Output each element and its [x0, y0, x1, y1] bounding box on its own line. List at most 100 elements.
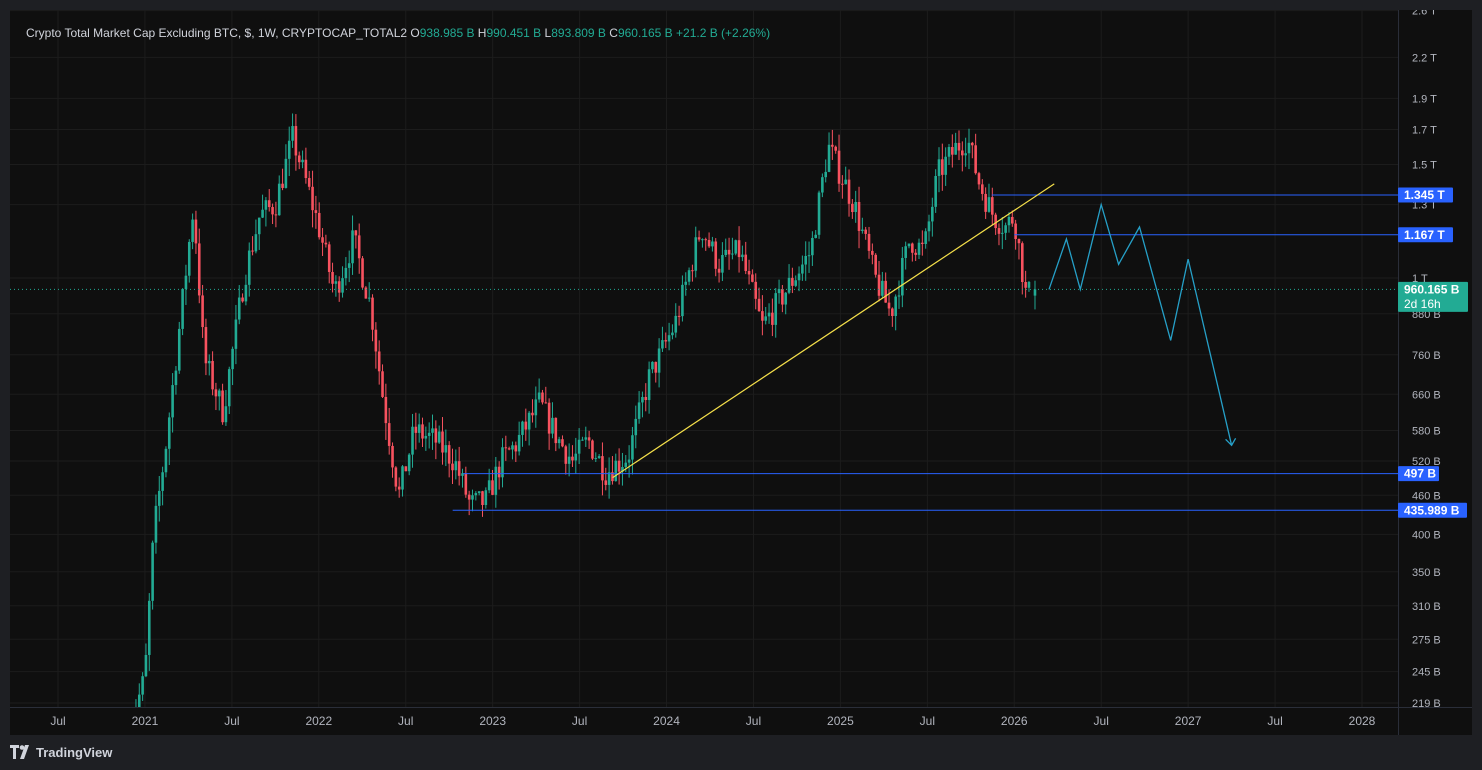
candle-body: [281, 183, 284, 188]
level-price-tag: 497 B: [1404, 467, 1436, 481]
level-price-tag: 435.989 B: [1404, 503, 1460, 517]
candle-body: [731, 253, 734, 255]
candle-body: [251, 250, 254, 252]
candle-body: [447, 445, 451, 464]
candle-body: [634, 418, 638, 436]
level-price-tag-bg: [1398, 187, 1453, 203]
candle-body: [324, 242, 328, 245]
candle-body: [371, 297, 374, 330]
candle-body: [684, 281, 688, 285]
candle-body: [681, 284, 684, 317]
legend-high-value: 990.451 B: [486, 26, 542, 40]
candle-body: [917, 242, 921, 255]
candle-body: [787, 277, 791, 293]
tradingview-branding[interactable]: TradingView: [10, 743, 112, 761]
candle-body: [741, 254, 744, 258]
candle-body: [171, 385, 174, 418]
candle-body: [547, 402, 551, 434]
candle-body: [491, 480, 494, 495]
price-axis-tick-label: 460 B: [1412, 490, 1441, 502]
time-axis-tick-label: 2024: [653, 714, 680, 728]
candle-body: [344, 267, 348, 279]
level-price-tag-bg: [1398, 502, 1467, 518]
candle-body: [137, 694, 141, 707]
candle-body: [334, 281, 338, 284]
candle-body: [511, 445, 514, 450]
candle-body: [341, 278, 344, 293]
grid-lines: [10, 10, 1398, 707]
candle-body: [314, 210, 318, 213]
time-axis-labels: Jul 2021 Jul 2022 Jul 2023 Jul 2024 Jul 2025 Jul 20…: [50, 714, 1375, 728]
time-axis-tick-label: 2023: [479, 714, 506, 728]
candle-body: [954, 142, 957, 155]
candle-body: [234, 319, 238, 349]
candle-body: [454, 461, 458, 471]
candle-body: [177, 328, 181, 371]
candle-body: [194, 219, 198, 244]
time-axis-tick-label: Jul: [1094, 714, 1109, 728]
projection-path: [1048, 202, 1233, 446]
candle-body: [211, 360, 214, 390]
candle-body: [507, 448, 511, 450]
candle-body: [837, 150, 841, 184]
candle-body: [904, 246, 907, 258]
candle-body: [984, 193, 987, 212]
candle-body: [841, 183, 844, 185]
candle-body: [607, 472, 611, 485]
candle-body: [267, 200, 271, 208]
candle-body: [974, 145, 977, 174]
legend-open-value: 938.985 B: [419, 26, 475, 40]
time-axis-tick-label: 2021: [132, 714, 159, 728]
candle-body: [227, 369, 231, 407]
candle-body: [727, 249, 731, 255]
candle-body: [144, 654, 148, 677]
legend-low-label: L: [544, 26, 552, 40]
legend-open-label: O: [410, 26, 420, 40]
candle-body: [767, 312, 771, 317]
price-axis-tick-label: 275 B: [1412, 634, 1441, 646]
candle-body: [277, 183, 281, 216]
candle-body: [854, 201, 857, 213]
candle-body: [884, 280, 887, 303]
candle-body: [527, 412, 531, 430]
price-axis-tick-label: 245 B: [1412, 667, 1441, 679]
chart-legend: Crypto Total Market Cap Excluding BTC, $…: [26, 26, 770, 40]
candle-body: [714, 241, 718, 269]
candle-body: [497, 466, 501, 478]
candle-body: [957, 142, 961, 151]
candle-body: [517, 434, 521, 452]
candle-body: [128, 728, 131, 735]
candle-body: [337, 281, 341, 293]
price-axis-tick-label: 1.3 T: [1412, 200, 1437, 212]
candle-body: [444, 445, 448, 453]
candle-body: [951, 147, 954, 155]
candle-body: [477, 491, 481, 494]
price-axis-tick-label: 760 B: [1412, 350, 1441, 362]
candle-body: [651, 361, 654, 370]
candle-body: [654, 361, 658, 373]
candle-body: [394, 467, 398, 487]
candle-body: [794, 280, 798, 286]
candle-body: [294, 126, 298, 156]
candle-body: [897, 295, 901, 297]
candle-body: [481, 491, 484, 505]
time-axis-tick-label: Jul: [50, 714, 65, 728]
candle-body: [264, 200, 268, 210]
candle-body: [221, 390, 224, 423]
candle-body: [844, 179, 847, 185]
candle-body: [327, 244, 331, 272]
candle-body: [611, 472, 614, 482]
candle-body: [1007, 216, 1011, 226]
candle-body: [557, 439, 561, 444]
candle-body: [921, 242, 924, 244]
candle-body: [617, 460, 621, 472]
legend-low-value: 893.809 B: [551, 26, 606, 40]
candle-body: [537, 392, 541, 400]
candle-body: [751, 274, 754, 282]
candle-body: [564, 446, 568, 464]
legend-high-label: H: [477, 26, 487, 40]
price-axis-tick-label: 219 B: [1412, 698, 1441, 710]
